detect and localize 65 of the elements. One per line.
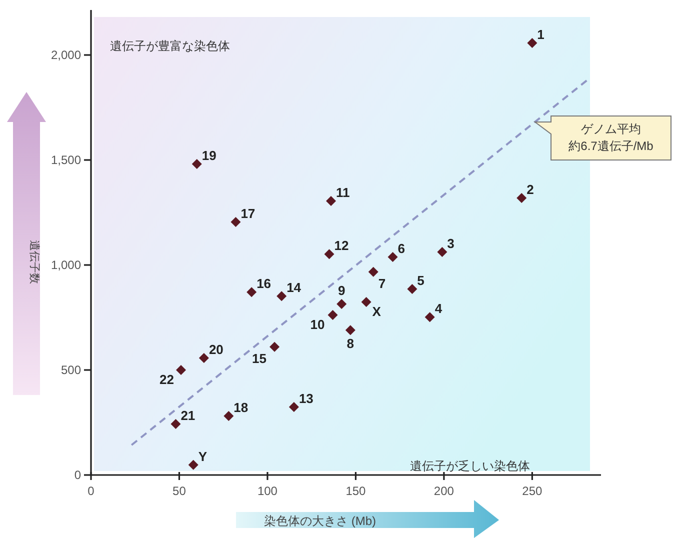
annotation: 7 — [378, 276, 386, 291]
annotation: 22 — [160, 372, 174, 387]
point — [368, 266, 378, 277]
annotation: 12 — [334, 238, 349, 254]
x-tick-label: 250 — [522, 484, 543, 498]
y-axis-title: 遺伝子数 — [28, 240, 40, 284]
annotation: 5 — [417, 272, 424, 288]
annotation: 15 — [252, 350, 267, 366]
point — [324, 249, 334, 260]
annotation: ゲノム平均 — [581, 122, 641, 136]
y-tick-label: 1,000 — [50, 258, 82, 272]
point — [288, 402, 299, 412]
point — [361, 296, 372, 307]
point — [198, 353, 209, 364]
point — [270, 342, 280, 352]
annotation: 14 — [286, 280, 302, 296]
point — [424, 312, 435, 322]
y-tick-label: 500 — [60, 363, 82, 377]
point — [192, 158, 202, 169]
point — [388, 252, 398, 262]
annotation: 2 — [526, 182, 534, 198]
point — [188, 460, 198, 470]
x-tick-label: 200 — [434, 484, 454, 498]
point — [170, 418, 181, 429]
x-tick-label: 50 — [172, 484, 186, 498]
point — [516, 193, 527, 204]
y-tick-label: 0 — [74, 468, 82, 482]
y-tick-label: 1,500 — [50, 153, 82, 167]
annotation: 遺伝子が豊富な染色体 — [110, 39, 230, 53]
x-axis-title: 染色体の大きさ (Mb) — [264, 514, 376, 528]
point — [276, 291, 287, 302]
annotation: Y — [198, 448, 208, 464]
annotation: 18 — [234, 400, 248, 415]
point — [246, 287, 257, 298]
annotation: 9 — [338, 283, 346, 298]
x-tick-label: 100 — [257, 484, 278, 498]
point — [345, 325, 356, 336]
annotation: 21 — [180, 408, 196, 423]
annotation: 19 — [202, 148, 216, 163]
point — [224, 410, 234, 421]
annotation: 6 — [398, 241, 405, 256]
annotation: 20 — [208, 342, 224, 358]
point — [176, 365, 186, 375]
annotation: X — [372, 304, 382, 319]
annotation: 13 — [298, 390, 314, 406]
point — [328, 310, 338, 320]
annotation: 1 — [537, 27, 544, 42]
annotation: 約6.7遺伝子/Mb — [568, 139, 654, 153]
x-tick-label: 0 — [88, 484, 95, 498]
annotation: 3 — [447, 236, 454, 251]
annotation: 11 — [336, 184, 350, 200]
point — [230, 216, 241, 227]
annotation: 16 — [256, 276, 272, 292]
annotation: 4 — [434, 301, 443, 316]
annotation: 17 — [240, 206, 256, 221]
annotation: 10 — [310, 316, 325, 332]
point — [527, 38, 538, 48]
point — [336, 299, 347, 310]
point — [407, 284, 418, 294]
x-tick-label: 150 — [346, 484, 366, 498]
annotation: 遺伝子が乏しい染色体 — [410, 459, 530, 473]
point — [437, 246, 448, 257]
point — [326, 196, 336, 206]
y-tick-label: 2,000 — [50, 48, 82, 62]
annotation: 8 — [346, 336, 354, 352]
